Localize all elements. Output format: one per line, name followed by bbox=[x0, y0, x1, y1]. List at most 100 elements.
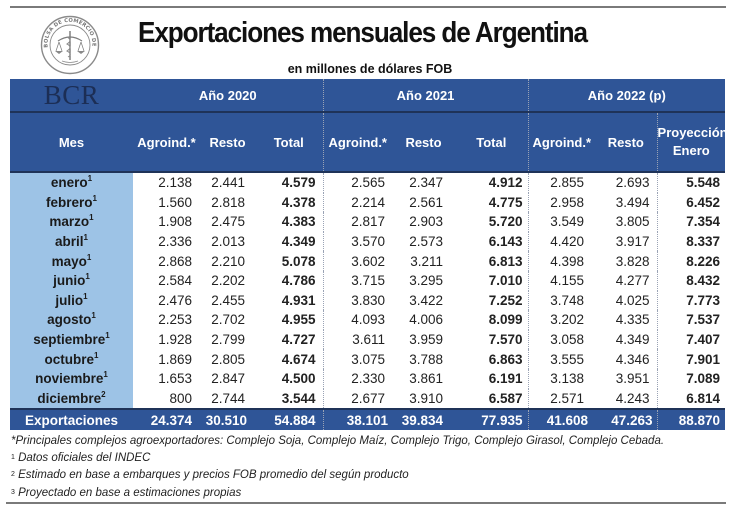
cell-total-2020: 4.786 bbox=[281, 273, 316, 289]
cell-total-2020: 4.383 bbox=[281, 214, 316, 230]
month-cell: junio1 bbox=[10, 270, 133, 291]
proyeccion-line1: Proyección bbox=[657, 125, 728, 140]
cell-resto-2021: 2.573 bbox=[409, 234, 443, 250]
month-label: septiembre bbox=[33, 332, 106, 348]
footnote-marker: 1 bbox=[105, 331, 110, 341]
cell-agroind-2020: 2.336 bbox=[158, 234, 192, 250]
month-label: octubre bbox=[44, 351, 95, 367]
cell-total-2021: 8.099 bbox=[488, 312, 523, 328]
footnote-2: 2 Estimado en base a embarques y precios… bbox=[11, 467, 664, 484]
cell-total-2021: 6.587 bbox=[488, 390, 523, 406]
cell-resto-2022: 3.828 bbox=[615, 253, 650, 269]
month-label: mayo bbox=[51, 253, 87, 269]
cell-resto-2022: 4.243 bbox=[615, 390, 650, 406]
footnote-marker: 1 bbox=[89, 213, 94, 223]
cell-agroind-2021: 3.075 bbox=[322, 349, 392, 369]
cell-proyeccion-2022: 5.548 bbox=[656, 172, 726, 193]
cell-total-2021: 6.143 bbox=[488, 234, 523, 250]
footnote-marker: 1 bbox=[91, 311, 96, 321]
year-2021-header: Año 2021 bbox=[322, 79, 529, 113]
cell-agroind-2021: 3.611 bbox=[322, 329, 392, 350]
month-label: diciembre bbox=[37, 390, 102, 406]
cell-agroind-2020: 2.584 bbox=[158, 273, 192, 289]
cell-resto-2021: 2.903 bbox=[409, 214, 443, 230]
year-2020-header: Año 2020 bbox=[133, 79, 323, 113]
month-cell: noviembre1 bbox=[10, 368, 133, 389]
cell-resto-2021: 2.347 bbox=[409, 175, 443, 191]
total-2022-agroind: 41.608 bbox=[527, 408, 596, 431]
year-header-row: BCR Año 2020 Año 2021 Año 2022 (p) bbox=[10, 79, 726, 113]
col-header-agroind-2020: Agroind.* bbox=[133, 112, 200, 173]
footnote-1-mark: 1 bbox=[11, 454, 15, 462]
total-2021-total: 77.935 bbox=[455, 408, 529, 431]
cell-proyeccion-2022: 7.773 bbox=[656, 290, 726, 311]
cell-agroind-2022: 2.958 bbox=[527, 192, 596, 213]
table-row: septiembre1 1.928 2.799 4.727 3.611 3.959 7.57… bbox=[10, 329, 726, 350]
cell-agroind-2022: 4.398 bbox=[527, 251, 596, 271]
cell-total-2021: 7.570 bbox=[488, 332, 523, 348]
exports-table: BCR Año 2020 Año 2021 Año 2022 (p) Mes A… bbox=[10, 79, 728, 431]
total-2020-total: 54.884 bbox=[255, 408, 323, 431]
cell-agroind-2020: 2.476 bbox=[158, 292, 192, 308]
cell-proyeccion-2022: 7.089 bbox=[656, 368, 726, 389]
cell-resto-2022: 4.025 bbox=[615, 292, 650, 308]
cell-total-2021: 6.813 bbox=[488, 253, 523, 269]
cell-agroind-2022: 3.138 bbox=[527, 368, 596, 389]
table-row: junio1 2.584 2.202 4.786 3.715 3.295 7.010 4.15… bbox=[10, 270, 726, 291]
table-row: agosto1 2.253 2.702 4.955 4.093 4.006 8.099 3.2… bbox=[10, 310, 726, 330]
cell-total-2021: 4.912 bbox=[488, 175, 523, 191]
cell-proyeccion-2022: 7.407 bbox=[656, 329, 726, 350]
cell-resto-2022: 3.917 bbox=[615, 234, 650, 250]
cell-total-2020: 4.955 bbox=[281, 312, 316, 328]
bcr-brand-label: BCR bbox=[10, 79, 133, 113]
cell-total-2020: 4.727 bbox=[281, 332, 316, 348]
total-2021-agroind: 38.101 bbox=[322, 408, 392, 431]
top-rule bbox=[10, 6, 726, 8]
cell-agroind-2021: 2.214 bbox=[322, 192, 392, 213]
cell-proyeccion-2022: 8.226 bbox=[656, 251, 726, 271]
cell-proyeccion-2022: 7.354 bbox=[656, 212, 726, 232]
cell-resto-2020: 2.202 bbox=[211, 273, 245, 289]
table-row: julio1 2.476 2.455 4.931 3.830 3.422 7.252 3.74… bbox=[10, 290, 726, 311]
cell-agroind-2021: 3.602 bbox=[322, 251, 392, 271]
cell-agroind-2022: 3.202 bbox=[527, 310, 596, 330]
cell-agroind-2020: 1.869 bbox=[158, 351, 192, 367]
bcr-seal-logo-icon: BOLSA DE COMERCIO DE ROSARIO bbox=[40, 15, 100, 75]
cell-total-2020: 4.378 bbox=[281, 194, 316, 210]
month-cell: enero1 bbox=[10, 172, 133, 193]
cell-agroind-2022: 3.549 bbox=[527, 212, 596, 232]
subtitle-text: en millones de dólares FOB bbox=[287, 62, 453, 76]
month-label: marzo bbox=[49, 214, 90, 230]
total-2022-resto: 47.263 bbox=[595, 408, 658, 431]
footnote-marker: 1 bbox=[86, 252, 92, 262]
cell-agroind-2022: 4.155 bbox=[527, 270, 596, 291]
cell-agroind-2020: 800 bbox=[169, 390, 192, 406]
cell-resto-2020: 2.818 bbox=[211, 194, 245, 210]
totals-label: Exportaciones bbox=[10, 408, 133, 431]
cell-proyeccion-2022: 6.452 bbox=[656, 192, 726, 213]
col-header-resto-2022: Resto bbox=[595, 112, 658, 173]
footnotes: *Principales complejos agroexportadores:… bbox=[11, 433, 664, 502]
cell-agroind-2021: 2.677 bbox=[322, 388, 392, 410]
footnote-3: 3 Proyectado en base a estimaciones prop… bbox=[11, 485, 664, 502]
table-row: mayo1 2.868 2.210 5.078 3.602 3.211 6.813 4.398… bbox=[10, 251, 726, 271]
month-label: febrero bbox=[46, 194, 93, 210]
total-2020-agroind: 24.374 bbox=[133, 408, 200, 431]
cell-proyeccion-2022: 7.901 bbox=[656, 349, 726, 369]
cell-agroind-2020: 2.868 bbox=[158, 253, 192, 269]
footnote-marker: 1 bbox=[83, 291, 88, 301]
cell-total-2020: 4.579 bbox=[281, 175, 316, 191]
cell-resto-2022: 3.494 bbox=[615, 194, 650, 210]
month-label: junio bbox=[53, 273, 86, 289]
footnote-3-mark: 3 bbox=[11, 488, 15, 496]
footnote-3-text: Proyectado en base a estimaciones propia… bbox=[18, 486, 242, 499]
cell-resto-2020: 2.475 bbox=[211, 214, 245, 230]
cell-agroind-2021: 3.830 bbox=[322, 290, 392, 311]
cell-proyeccion-2022: 8.337 bbox=[656, 231, 726, 252]
cell-resto-2022: 3.805 bbox=[615, 214, 650, 230]
month-cell: mayo1 bbox=[10, 251, 133, 271]
cell-resto-2021: 3.211 bbox=[410, 253, 443, 269]
cell-total-2021: 7.010 bbox=[488, 273, 523, 289]
month-cell: octubre1 bbox=[10, 349, 133, 369]
footnote-marker: 1 bbox=[92, 193, 97, 203]
